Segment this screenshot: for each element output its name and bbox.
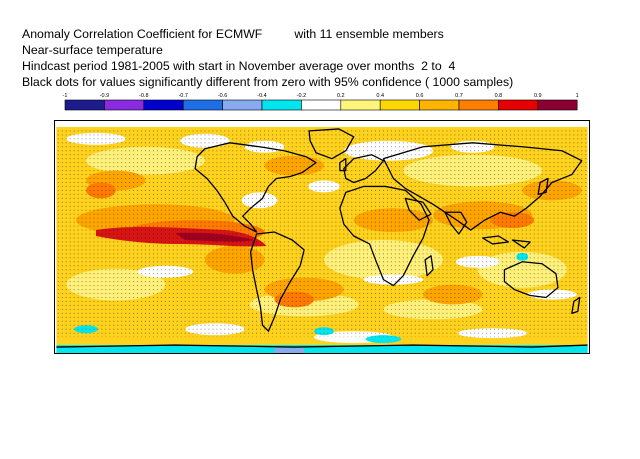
colorbar-tick-label: -0.2 <box>297 93 306 99</box>
colorbar-swatches <box>64 99 578 111</box>
colorbar-tick-label: 0.2 <box>337 93 345 99</box>
colorbar-tick-label: -0.7 <box>178 93 187 99</box>
colorbar-swatch <box>458 99 499 111</box>
madagascar-outline <box>424 255 434 277</box>
colorbar-legend: -1 -0.9 -0.8 -0.7 -0.6 -0.4 -0.2 0.2 0.4 0.6 0.7 0.… <box>63 93 579 111</box>
colorbar-tick-label: 0.9 <box>534 93 542 99</box>
colorbar-swatch <box>419 99 460 111</box>
colorbar-ticks: -1 -0.9 -0.8 -0.7 -0.6 -0.4 -0.2 0.2 0.4 0.6 0.7 0.… <box>63 93 579 99</box>
colorbar-swatch <box>261 99 302 111</box>
negative-correlation-deeper <box>274 348 305 353</box>
indonesia-outline <box>481 235 531 249</box>
title-line-3: Hindcast period 1981-2005 with start in … <box>22 59 456 73</box>
title-line-2: Near-surface temperature <box>22 43 163 57</box>
africa-outline <box>339 185 430 287</box>
colorbar-swatch <box>182 99 223 111</box>
significance-dots <box>56 128 588 338</box>
coastlines <box>56 128 588 348</box>
correlation-map <box>54 120 590 354</box>
figure-title-block: Anomaly Correlation Coefficient for ECMW… <box>22 26 513 90</box>
south-america-outline <box>249 231 305 332</box>
new-zealand-outline <box>571 296 581 314</box>
title-line-4: Black dots for values significantly diff… <box>22 75 514 89</box>
colorbar-swatch <box>104 99 145 111</box>
asia-outline <box>382 142 583 231</box>
colorbar-tick-label: -0.8 <box>139 93 148 99</box>
colorbar-tick-label: -0.4 <box>257 93 266 99</box>
arabia-outline <box>404 197 432 221</box>
colorbar-swatch <box>537 99 578 111</box>
north-america-outline <box>194 142 317 233</box>
colorbar-swatch <box>301 99 342 111</box>
colorbar-swatch <box>64 99 105 111</box>
colorbar-tick-label: 0.8 <box>495 93 503 99</box>
colorbar-swatch <box>143 99 184 111</box>
europe-outline <box>343 154 385 184</box>
colorbar-swatch <box>222 99 263 111</box>
colorbar-swatch <box>379 99 420 111</box>
colorbar-tick-label: 0.4 <box>376 93 384 99</box>
colorbar-tick-label: -1 <box>63 93 68 99</box>
title-line-1: Anomaly Correlation Coefficient for ECMW… <box>22 26 513 42</box>
title-main: Anomaly Correlation Coefficient for ECMW… <box>22 27 263 41</box>
greenland-outline <box>308 128 355 160</box>
title-members: with 11 ensemble members <box>294 27 444 41</box>
colorbar-swatch <box>498 99 539 111</box>
colorbar-tick-label: 0.7 <box>455 93 463 99</box>
colorbar-swatch <box>340 99 381 111</box>
japan-outline <box>537 177 549 196</box>
colorbar-tick-label: -0.6 <box>218 93 227 99</box>
india-outline <box>444 211 468 235</box>
uk-outline <box>339 158 347 172</box>
australia-outline <box>503 261 559 299</box>
colorbar-tick-label: -0.9 <box>100 93 109 99</box>
antarctica-outline <box>56 344 588 348</box>
colorbar-tick-label: 1 <box>576 93 579 99</box>
colorbar-tick-label: 0.6 <box>416 93 424 99</box>
